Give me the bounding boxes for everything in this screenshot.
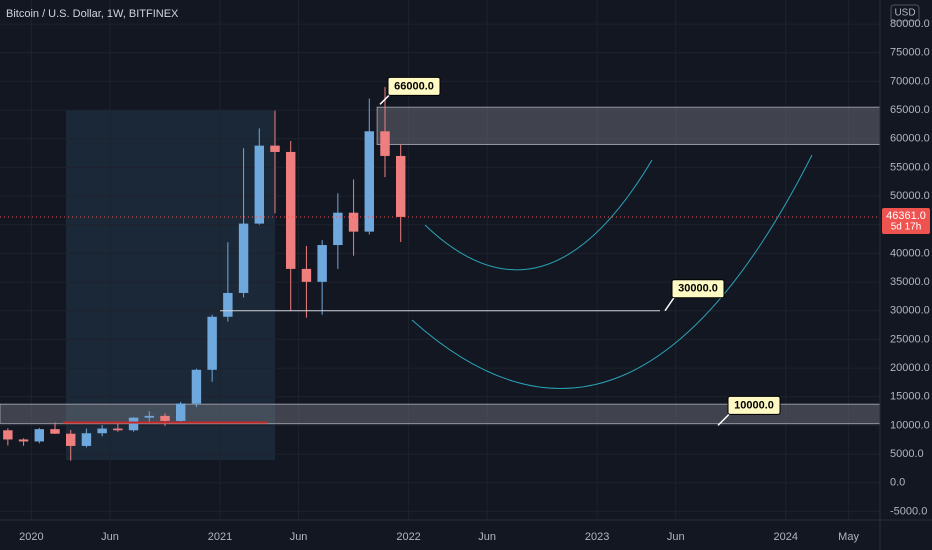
y-tick-label: 15000.0 xyxy=(890,391,930,403)
last-price-badge xyxy=(882,207,930,234)
candle-body xyxy=(254,145,264,224)
y-tick-label: 55000.0 xyxy=(890,161,930,173)
candle-body xyxy=(66,433,76,446)
candle-body xyxy=(333,212,343,246)
x-tick-label: Jun xyxy=(478,531,496,543)
y-tick-label: 5000.0 xyxy=(890,448,924,460)
y-tick-label: 30000.0 xyxy=(890,305,930,317)
projection-curve xyxy=(424,159,653,271)
x-tick-label: 2022 xyxy=(396,531,420,543)
last-price-label: 46361.0 xyxy=(886,210,926,222)
candle-body xyxy=(317,245,327,282)
candle-body xyxy=(176,403,186,421)
y-tick-label: 60000.0 xyxy=(890,133,930,145)
candle-body xyxy=(191,369,202,404)
y-tick-label: 35000.0 xyxy=(890,276,930,288)
y-tick-label: -5000.0 xyxy=(890,505,927,517)
x-tick-label: 2024 xyxy=(773,531,797,543)
x-tick-label: Jun xyxy=(667,531,685,543)
candle-body xyxy=(301,268,312,282)
y-tick-label: 40000.0 xyxy=(890,247,930,259)
candle-body xyxy=(238,223,249,293)
y-tick-label: 20000.0 xyxy=(890,362,930,374)
candle-body xyxy=(128,417,139,431)
y-tick-label: 80000.0 xyxy=(890,18,930,30)
candle-body xyxy=(160,415,170,421)
candle-body xyxy=(113,428,123,431)
callout-label: 30000.0 xyxy=(678,283,718,295)
x-tick-label: 2023 xyxy=(585,531,609,543)
y-tick-label: 0.0 xyxy=(890,477,905,489)
candle-body xyxy=(18,439,29,442)
x-tick-label: Jun xyxy=(290,531,308,543)
candle-body xyxy=(207,316,217,370)
x-tick-label: May xyxy=(838,531,859,543)
y-tick-label: 10000.0 xyxy=(890,419,930,431)
x-tick-label: Jun xyxy=(101,531,119,543)
y-tick-label: 50000.0 xyxy=(890,190,930,202)
callout-box xyxy=(727,395,781,415)
y-tick-label: 70000.0 xyxy=(890,75,930,87)
zone xyxy=(376,106,881,145)
candle-body xyxy=(364,131,374,232)
countdown-label: 5d 17h xyxy=(891,222,922,233)
candle-body xyxy=(223,292,233,317)
candle-body xyxy=(348,212,359,232)
candle-body xyxy=(97,428,107,434)
overlays: 66000.0 30000.0 10000.0 xyxy=(0,76,880,426)
projection-curve xyxy=(411,154,813,389)
candle-body xyxy=(144,415,154,418)
x-tick-label: 2020 xyxy=(19,531,43,543)
y-tick-label: 75000.0 xyxy=(890,47,930,59)
chart-title: Bitcoin / U.S. Dollar, 1W, BITFINEX xyxy=(6,8,179,20)
y-tick-label: 65000.0 xyxy=(890,104,930,116)
zones xyxy=(0,106,881,425)
callout-label: 10000.0 xyxy=(734,399,774,411)
callout-box xyxy=(671,279,725,299)
candle-body xyxy=(50,429,60,434)
candle-body xyxy=(396,155,406,217)
candle-body xyxy=(81,433,92,446)
candle-body xyxy=(380,131,390,156)
candle-body xyxy=(3,430,13,440)
candles xyxy=(3,87,406,461)
currency-badge[interactable] xyxy=(890,4,920,22)
y-tick-label: 25000.0 xyxy=(890,333,930,345)
x-tick-label: 2021 xyxy=(208,531,232,543)
callout-box xyxy=(387,76,441,96)
candle-body xyxy=(34,429,44,442)
currency-label: USD xyxy=(894,8,915,19)
candle-body xyxy=(270,145,280,152)
candle-body xyxy=(286,151,296,269)
callout-label: 66000.0 xyxy=(394,80,434,92)
